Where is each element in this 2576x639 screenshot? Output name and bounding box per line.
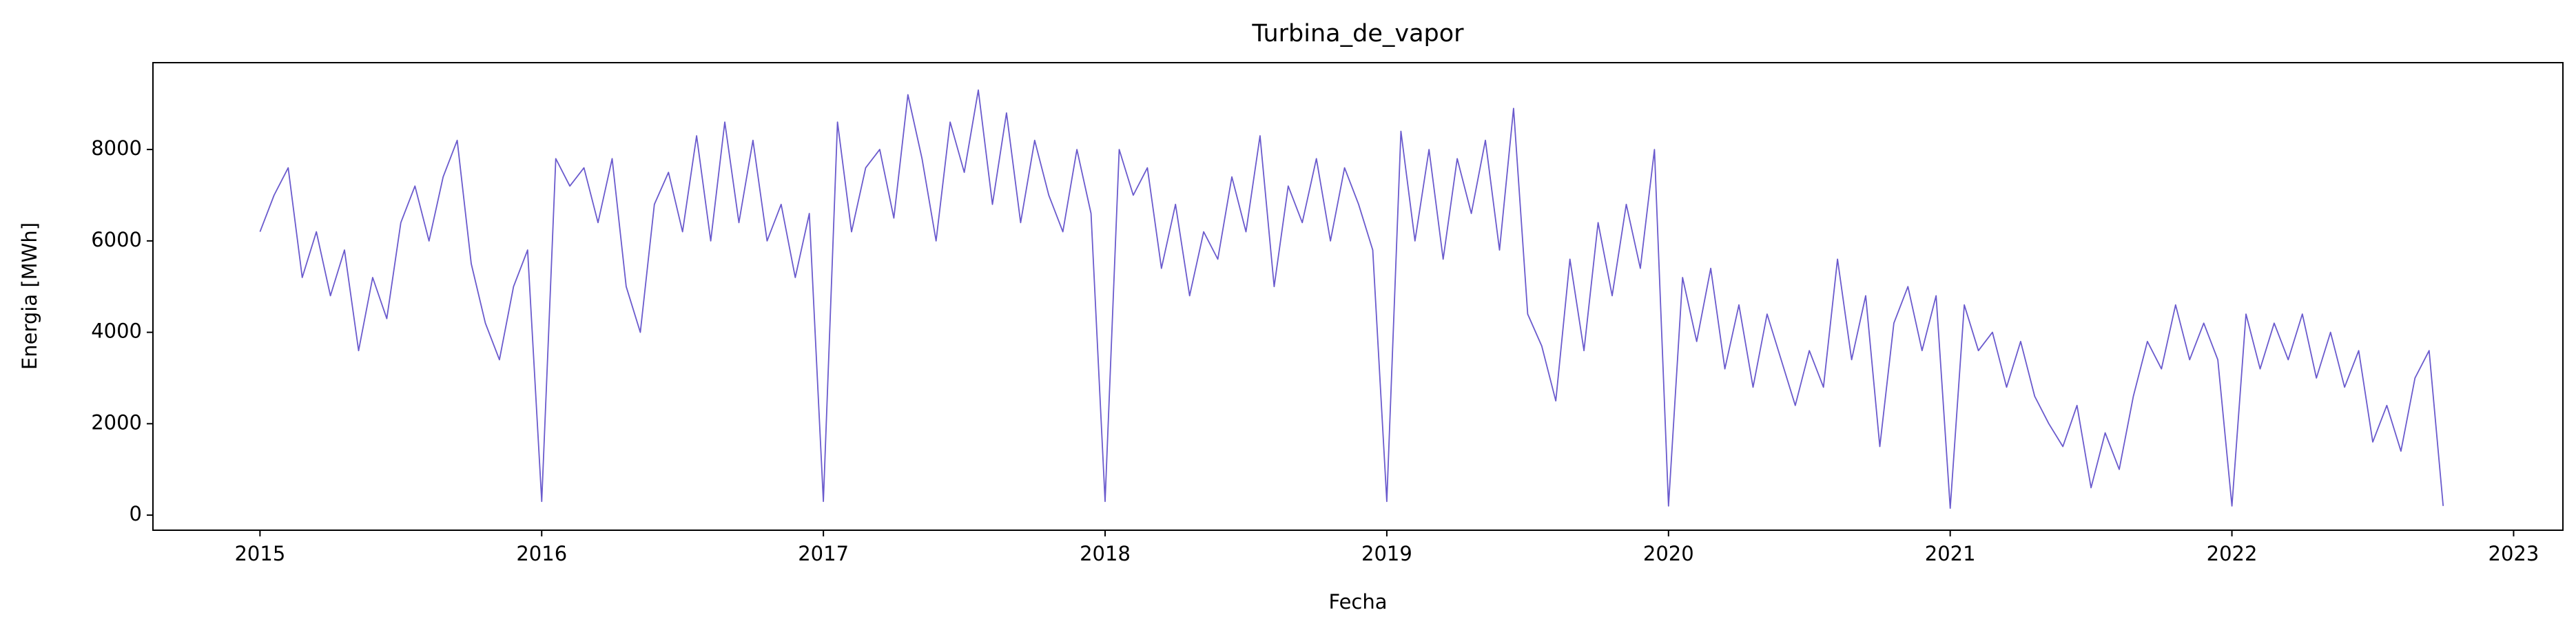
x-tick-label: 2023 bbox=[2489, 542, 2539, 565]
x-tick-label: 2017 bbox=[798, 542, 849, 565]
x-tick-label: 2019 bbox=[1361, 542, 1412, 565]
x-axis-label: Fecha bbox=[1328, 590, 1387, 614]
x-tick-label: 2015 bbox=[234, 542, 285, 565]
plot-frame bbox=[152, 62, 2564, 531]
y-tick-label: 4000 bbox=[91, 320, 142, 343]
x-tick-label: 2021 bbox=[1925, 542, 1976, 565]
chart-title: Turbina_de_vapor bbox=[1251, 20, 1464, 48]
x-tick-label: 2020 bbox=[1643, 542, 1694, 565]
x-tick-label: 2022 bbox=[2207, 542, 2258, 565]
data-line bbox=[259, 89, 2444, 509]
x-tick-label: 2018 bbox=[1080, 542, 1131, 565]
y-tick-label: 0 bbox=[130, 502, 142, 525]
x-tick-label: 2016 bbox=[516, 542, 567, 565]
y-tick-label: 6000 bbox=[91, 228, 142, 251]
y-axis-label: Energia [MWh] bbox=[18, 222, 41, 370]
y-tick-label: 2000 bbox=[91, 410, 142, 434]
y-tick-label: 8000 bbox=[91, 136, 142, 160]
